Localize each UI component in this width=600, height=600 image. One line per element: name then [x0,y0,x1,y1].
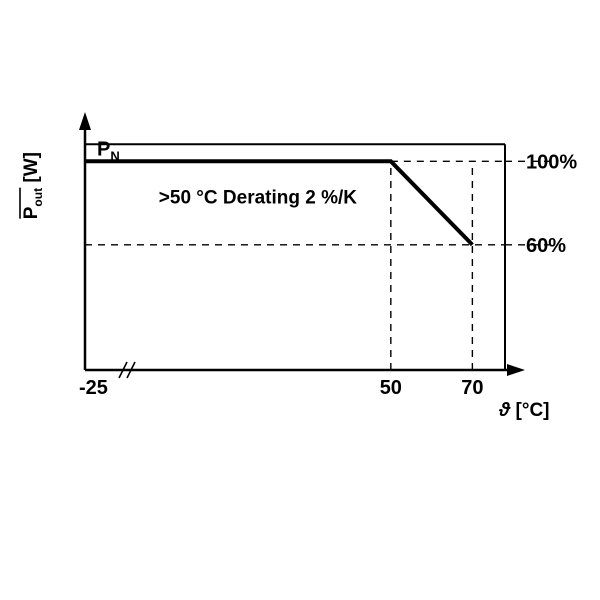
x-axis-arrow [507,364,525,376]
x-tick-label: 50 [380,377,402,399]
y-tick-label: 60% [526,235,566,257]
x-tick-label: 70 [461,377,483,399]
y-axis-arrow [79,112,91,130]
pn-label: PN [97,138,120,163]
x-axis-label: ϑ [°C] [498,400,550,421]
annotation-text: >50 °C Derating 2 %/K [159,187,357,208]
svg-text:Pout [W]: Pout [W] [21,152,45,219]
y-tick-label: 100% [526,151,577,173]
x-tick-label: -25 [79,377,108,399]
derating-chart: PN >50 °C Derating 2 %/K 100% 60% -25 50 70 ϑ [… [0,0,600,600]
y-axis-label: Pout [W] [20,152,45,219]
